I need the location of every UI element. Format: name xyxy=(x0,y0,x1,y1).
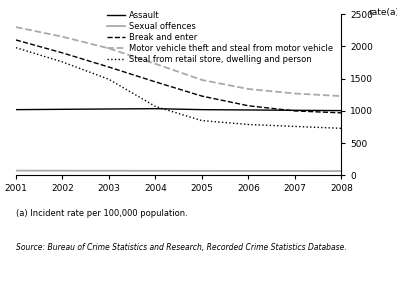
Motor vehicle theft and steal from motor vehicle xyxy=(200,78,204,82)
Text: (a) Incident rate per 100,000 population.: (a) Incident rate per 100,000 population… xyxy=(16,209,188,218)
Motor vehicle theft and steal from motor vehicle xyxy=(106,47,111,50)
Line: Motor vehicle theft and steal from motor vehicle: Motor vehicle theft and steal from motor… xyxy=(16,27,341,96)
Steal from retail store, dwelling and person xyxy=(200,119,204,122)
Steal from retail store, dwelling and person xyxy=(293,125,297,128)
Sexual offences xyxy=(200,169,204,173)
Break and enter xyxy=(293,109,297,113)
Break and enter xyxy=(106,65,111,69)
Assault xyxy=(339,109,344,112)
Steal from retail store, dwelling and person xyxy=(153,105,158,108)
Break and enter xyxy=(200,95,204,98)
Motor vehicle theft and steal from motor vehicle xyxy=(60,35,65,38)
Sexual offences xyxy=(293,169,297,173)
Assault xyxy=(293,109,297,112)
Line: Steal from retail store, dwelling and person: Steal from retail store, dwelling and pe… xyxy=(16,48,341,128)
Assault xyxy=(60,108,65,111)
Break and enter xyxy=(60,51,65,55)
Line: Assault: Assault xyxy=(16,109,341,111)
Break and enter xyxy=(13,38,18,42)
Steal from retail store, dwelling and person xyxy=(60,60,65,64)
Sexual offences xyxy=(13,169,18,172)
Motor vehicle theft and steal from motor vehicle xyxy=(13,25,18,29)
Motor vehicle theft and steal from motor vehicle xyxy=(246,87,251,91)
Break and enter xyxy=(246,104,251,108)
Line: Break and enter: Break and enter xyxy=(16,40,341,113)
Motor vehicle theft and steal from motor vehicle xyxy=(293,92,297,95)
Sexual offences xyxy=(60,169,65,172)
Sexual offences xyxy=(339,169,344,173)
Text: Source: Bureau of Crime Statistics and Research, Recorded Crime Statistics Datab: Source: Bureau of Crime Statistics and R… xyxy=(16,243,347,252)
Assault xyxy=(153,107,158,110)
Break and enter xyxy=(339,111,344,115)
Steal from retail store, dwelling and person xyxy=(106,78,111,81)
Assault xyxy=(13,108,18,111)
Steal from retail store, dwelling and person xyxy=(246,123,251,126)
Y-axis label: rate(a): rate(a) xyxy=(368,8,397,17)
Sexual offences xyxy=(246,169,251,173)
Assault xyxy=(200,108,204,111)
Steal from retail store, dwelling and person xyxy=(13,46,18,50)
Sexual offences xyxy=(153,169,158,173)
Motor vehicle theft and steal from motor vehicle xyxy=(153,62,158,66)
Motor vehicle theft and steal from motor vehicle xyxy=(339,95,344,98)
Break and enter xyxy=(153,80,158,83)
Assault xyxy=(246,108,251,112)
Steal from retail store, dwelling and person xyxy=(339,127,344,130)
Legend: Assault, Sexual offences, Break and enter, Motor vehicle theft and steal from mo: Assault, Sexual offences, Break and ente… xyxy=(107,11,333,64)
Assault xyxy=(106,107,111,111)
Sexual offences xyxy=(106,169,111,172)
